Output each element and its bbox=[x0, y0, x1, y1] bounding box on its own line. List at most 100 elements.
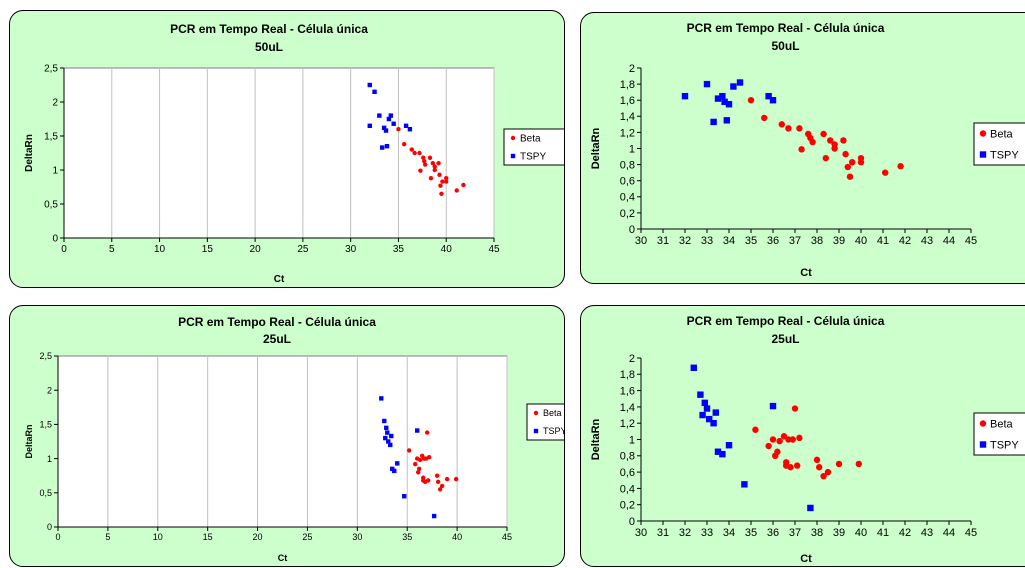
y-tick-label: 0,2 bbox=[620, 208, 635, 220]
data-point-tspy bbox=[769, 97, 777, 104]
x-tick-label: 31 bbox=[657, 235, 669, 247]
data-point-beta bbox=[752, 426, 759, 433]
data-point-tspy bbox=[388, 442, 393, 448]
data-point-beta bbox=[785, 125, 792, 132]
plot-area bbox=[641, 358, 971, 521]
x-tick-label: 45 bbox=[488, 244, 500, 255]
chart-title: PCR em Tempo Real - Célula única bbox=[170, 22, 368, 36]
data-point-beta bbox=[428, 175, 434, 181]
legend-box bbox=[526, 403, 564, 441]
data-point-beta bbox=[761, 114, 768, 122]
x-tick-label: 43 bbox=[921, 235, 933, 247]
data-point-beta bbox=[396, 127, 401, 132]
x-axis-label: Ct bbox=[800, 553, 812, 565]
y-tick-label: 2,5 bbox=[39, 351, 52, 361]
x-tick-label: 40 bbox=[855, 527, 867, 539]
data-point-beta bbox=[417, 150, 422, 156]
legend-label-beta: Beta bbox=[990, 418, 1014, 430]
x-tick-label: 5 bbox=[109, 244, 115, 255]
data-point-tspy bbox=[703, 405, 711, 412]
legend-label-tspy: TSPY bbox=[520, 152, 546, 163]
y-tick-label: 0 bbox=[629, 224, 635, 236]
y-tick-label: 0,8 bbox=[620, 451, 635, 463]
x-tick-label: 35 bbox=[745, 235, 757, 247]
y-tick-label: 1,2 bbox=[620, 418, 635, 430]
x-tick-label: 5 bbox=[105, 532, 110, 542]
data-point-beta bbox=[424, 430, 430, 435]
x-tick-label: 10 bbox=[153, 532, 163, 542]
data-point-tspy bbox=[719, 450, 726, 458]
legend: Beta TSPY bbox=[526, 403, 565, 441]
data-point-beta bbox=[454, 188, 459, 193]
x-tick-label: 38 bbox=[811, 235, 823, 247]
x-tick-label: 43 bbox=[921, 527, 933, 539]
y-tick-label: 0,5 bbox=[44, 200, 58, 211]
x-tick-label: 31 bbox=[657, 527, 669, 539]
x-tick-label: 42 bbox=[899, 527, 911, 539]
x-tick-label: 34 bbox=[723, 527, 735, 539]
y-tick-label: 0 bbox=[52, 234, 58, 245]
data-point-beta bbox=[439, 483, 445, 489]
plot-area bbox=[641, 68, 971, 229]
y-tick-label: 1 bbox=[52, 166, 58, 177]
legend-marker-tspy bbox=[533, 428, 539, 434]
data-point-beta bbox=[437, 487, 443, 492]
data-point-beta bbox=[413, 461, 418, 467]
data-point-beta bbox=[796, 125, 803, 132]
data-point-tspy bbox=[391, 121, 396, 126]
x-tick-label: 35 bbox=[402, 532, 412, 542]
data-point-beta bbox=[820, 472, 827, 480]
data-point-beta bbox=[421, 155, 426, 160]
y-tick-label: 0,5 bbox=[39, 488, 52, 498]
data-point-beta bbox=[444, 476, 450, 482]
legend-label-beta: Beta bbox=[543, 408, 562, 418]
x-tick-label: 40 bbox=[855, 235, 867, 247]
x-tick-label: 40 bbox=[452, 532, 462, 542]
data-point-beta bbox=[816, 464, 823, 471]
chart-panel-top-left: PCR em Tempo Real - Célula única 50uL 0 5 10… bbox=[9, 10, 565, 288]
data-point-tspy bbox=[701, 399, 708, 407]
data-point-beta bbox=[426, 455, 432, 460]
data-point-beta bbox=[776, 437, 783, 445]
x-tick-label: 38 bbox=[811, 527, 823, 539]
data-point-beta bbox=[416, 466, 422, 472]
plot-area bbox=[63, 67, 495, 239]
y-tick-label: 0,6 bbox=[620, 176, 635, 188]
y-tick-label: 2,5 bbox=[44, 64, 58, 75]
y-tick-label: 0,4 bbox=[620, 192, 635, 204]
data-point-tspy bbox=[385, 430, 390, 435]
data-point-tspy bbox=[741, 481, 748, 488]
data-point-beta bbox=[840, 137, 847, 144]
chart-title: PCR em Tempo Real - Célula única bbox=[687, 21, 885, 35]
x-tick-label: 37 bbox=[789, 235, 801, 247]
data-point-beta bbox=[409, 147, 415, 152]
x-axis-label: Ct bbox=[278, 553, 288, 563]
data-point-tspy bbox=[431, 513, 437, 519]
x-tick-label: 25 bbox=[297, 244, 309, 255]
data-point-beta bbox=[831, 141, 838, 148]
legend: Beta TSPY bbox=[973, 122, 1025, 166]
chart-panel-top-right: PCR em Tempo Real - Célula única 50uL 30 31… bbox=[580, 12, 1025, 284]
y-tick-label: 1 bbox=[629, 143, 635, 155]
x-tick-label: 36 bbox=[767, 235, 779, 247]
data-point-beta bbox=[798, 146, 805, 153]
data-point-beta bbox=[789, 436, 796, 443]
y-tick-label: 0,2 bbox=[620, 500, 635, 512]
legend-label-tspy: TSPY bbox=[543, 426, 565, 436]
x-tick-label: 37 bbox=[789, 527, 801, 539]
x-tick-label: 32 bbox=[679, 527, 691, 539]
data-point-tspy bbox=[367, 82, 372, 88]
data-point-tspy bbox=[725, 101, 733, 108]
x-tick-label: 42 bbox=[899, 235, 911, 247]
data-point-tspy bbox=[402, 494, 407, 499]
x-tick-label: 45 bbox=[965, 235, 977, 247]
data-point-tspy bbox=[392, 468, 397, 474]
x-tick-label: 44 bbox=[943, 527, 955, 539]
data-point-beta bbox=[423, 162, 428, 167]
data-point-tspy bbox=[706, 415, 713, 423]
data-point-tspy bbox=[690, 364, 697, 371]
data-point-beta bbox=[855, 460, 862, 468]
chart-title: PCR em Tempo Real - Célula única bbox=[687, 314, 885, 328]
data-point-tspy bbox=[415, 428, 420, 433]
